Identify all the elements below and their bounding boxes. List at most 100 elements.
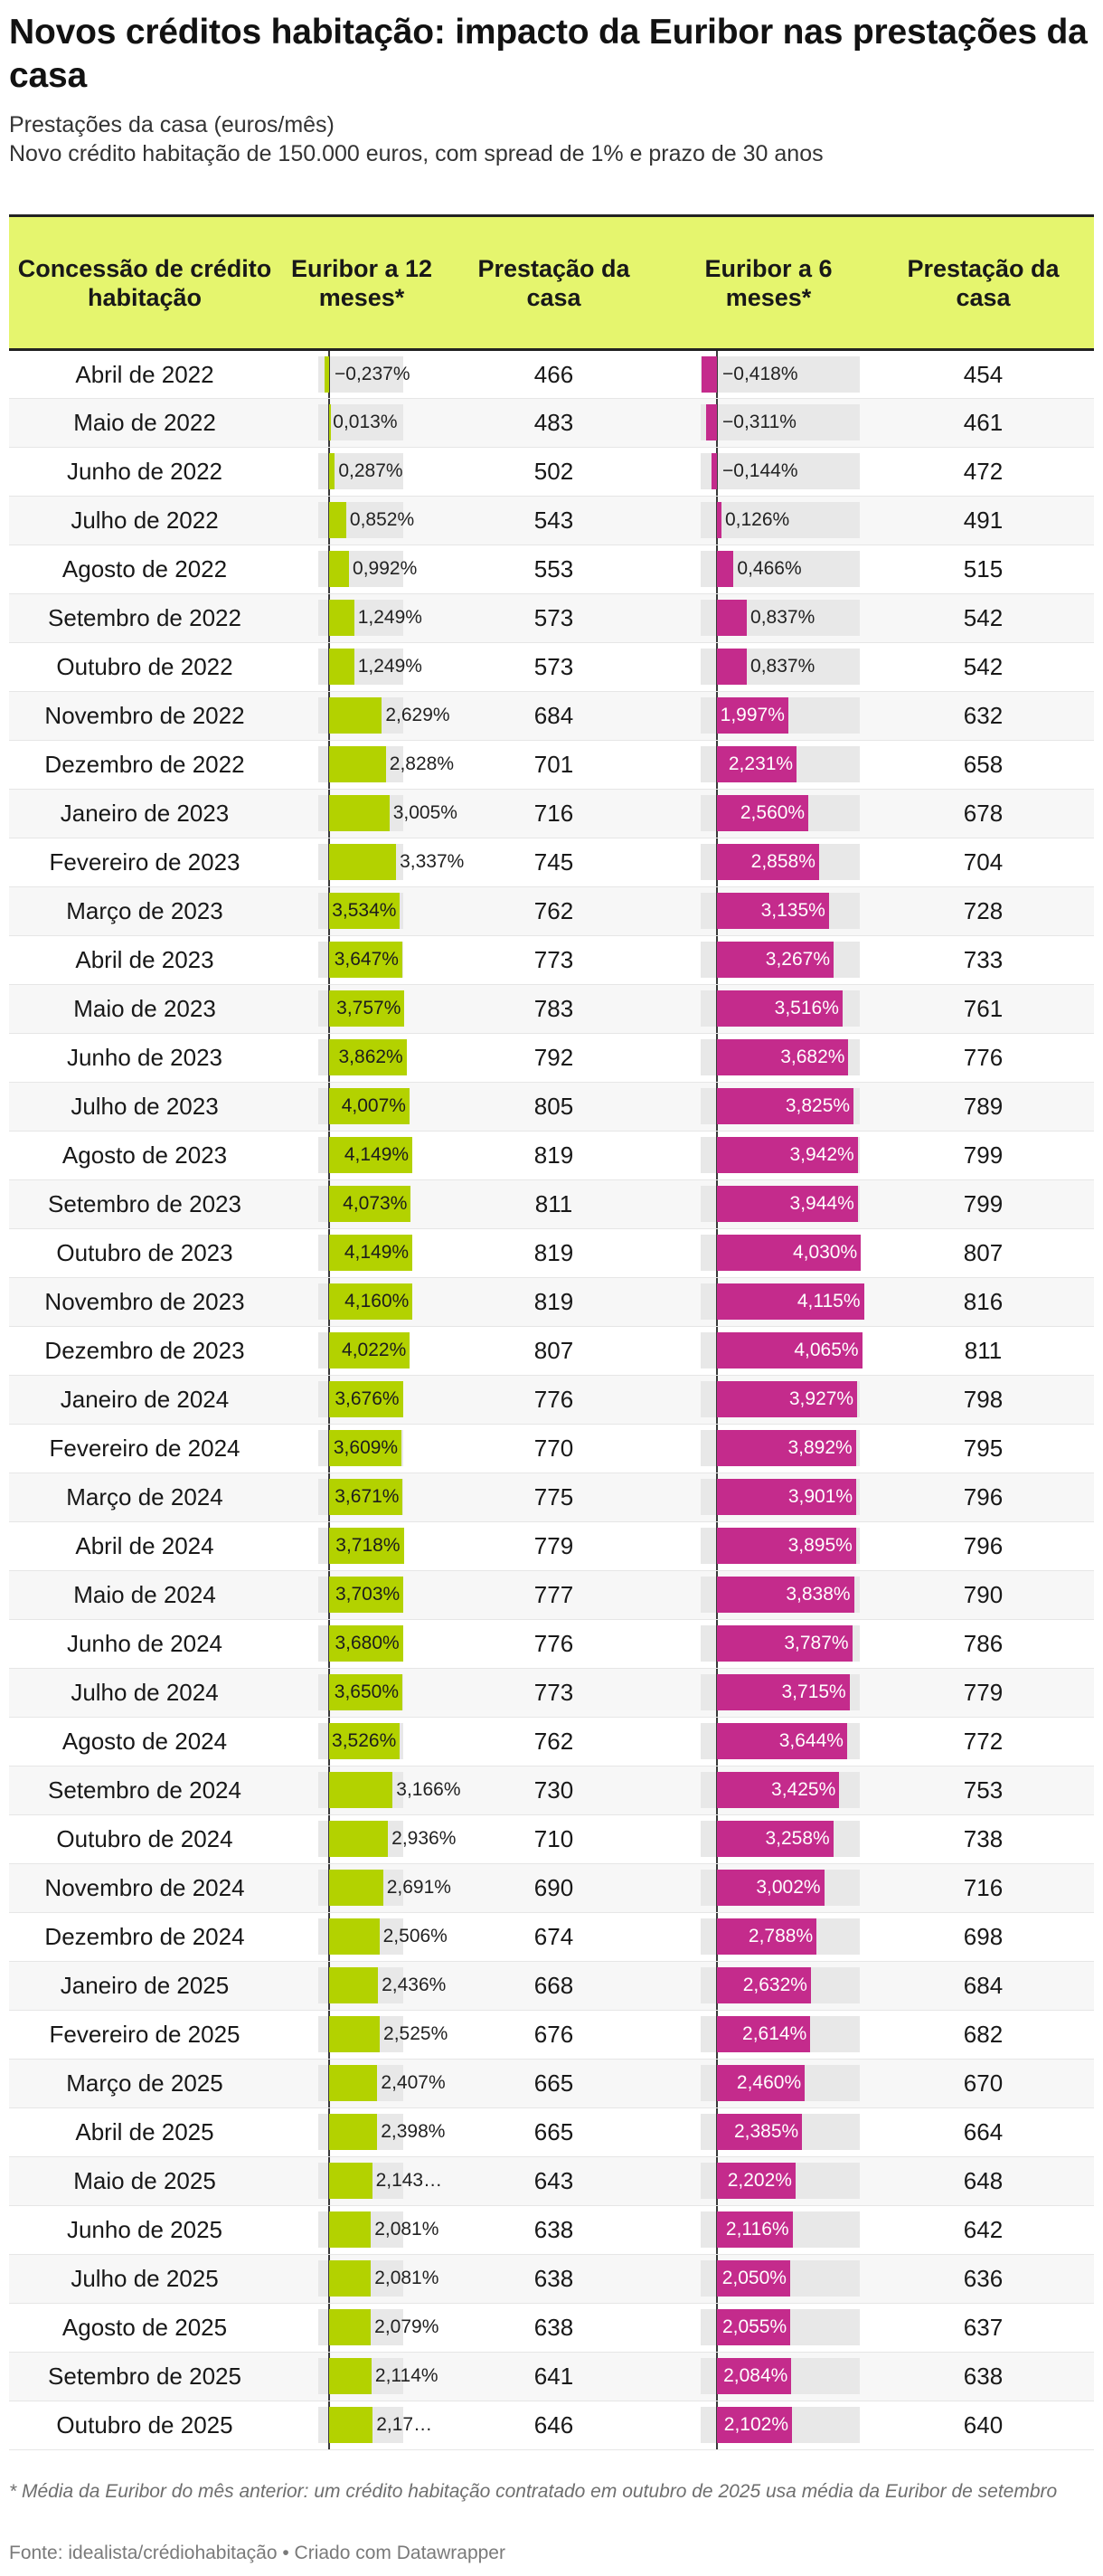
table-row: Abril de 2025 2,398% 665 2,385% 664: [9, 2107, 1094, 2157]
euribor-12-cell: 2,525%: [280, 2010, 448, 2060]
month-cell: Abril de 2023: [9, 935, 280, 985]
euribor-6-cell: 2,385%: [665, 2107, 872, 2157]
euribor-6-bar: [717, 795, 809, 831]
payment-12-cell: 684: [443, 691, 665, 741]
euribor-12-label: 2,936%: [391, 1828, 457, 1849]
euribor-12-label: 3,671%: [335, 1486, 400, 1507]
euribor-6-bar: [717, 844, 819, 880]
table-row: Junho de 2025 2,081% 638 2,116% 642: [9, 2205, 1094, 2255]
euribor-6-bar: [717, 942, 834, 978]
euribor-12-bar: [329, 600, 354, 636]
table-row: Novembro de 2023 4,160% 819 4,115% 816: [9, 1277, 1094, 1327]
euribor-6-zero-axis: [716, 448, 718, 496]
euribor-12-cell: 3,680%: [280, 1619, 443, 1669]
euribor-12-cell: 2,506%: [280, 1912, 448, 1962]
euribor-6-bar-track: [701, 502, 860, 538]
euribor-6-label: 3,901%: [787, 1486, 853, 1507]
euribor-6-bar: [717, 2065, 806, 2101]
euribor-12-bar: [329, 2407, 373, 2443]
payment-12-cell: 573: [443, 642, 665, 692]
euribor-12-cell: 4,073%: [280, 1179, 443, 1229]
payment-6-cell: 515: [872, 545, 1094, 594]
payment-6-cell: 790: [872, 1570, 1094, 1620]
euribor-12-bar: [329, 551, 350, 587]
table-row: Janeiro de 2023 3,005% 716 2,560% 678: [9, 789, 1094, 838]
euribor-12-cell: 2,436%: [280, 1961, 446, 2011]
euribor-12-label: 2,407%: [381, 2072, 446, 2093]
payment-6-cell: 798: [872, 1375, 1094, 1425]
euribor-12-cell: 2,407%: [280, 2059, 446, 2108]
table-row: Fevereiro de 2024 3,609% 770 3,892% 795: [9, 1424, 1094, 1473]
euribor-6-bar: [717, 1186, 858, 1222]
table-row: Outubro de 2025 2,17… 646 2,102% 640: [9, 2401, 1094, 2450]
payment-12-cell: 674: [443, 1912, 665, 1962]
table-row: Maio de 2025 2,143… 643 2,202% 648: [9, 2156, 1094, 2206]
euribor-6-label: 1,997%: [720, 705, 785, 725]
euribor-12-cell: 4,149%: [280, 1131, 443, 1180]
euribor-6-label: 2,385%: [733, 2121, 799, 2142]
euribor-6-cell: 3,002%: [665, 1863, 872, 1913]
euribor-6-bar: [717, 502, 721, 538]
euribor-12-label: 2,828%: [389, 753, 455, 774]
col-header-payment-6[interactable]: Prestação da casa: [872, 214, 1094, 351]
euribor-6-cell: 3,901%: [665, 1473, 872, 1522]
month-cell: Julho de 2024: [9, 1668, 280, 1718]
payment-12-cell: 466: [443, 349, 665, 399]
euribor-6-bar: [717, 649, 748, 685]
month-cell: Janeiro de 2025: [9, 1961, 280, 2011]
col-header-month[interactable]: Concessão de crédito habitação: [9, 214, 280, 351]
table-row: Setembro de 2025 2,114% 641 2,084% 638: [9, 2352, 1094, 2401]
col-header-euribor-6[interactable]: Euribor a 6 meses*: [665, 214, 872, 351]
col-header-payment-12[interactable]: Prestação da casa: [443, 214, 665, 351]
euribor-12-bar: [329, 1283, 413, 1320]
col-header-euribor-12[interactable]: Euribor a 12 meses*: [280, 214, 443, 351]
euribor-6-label: 4,065%: [794, 1340, 859, 1360]
footnote: * Média da Euribor do mês anterior: um c…: [9, 2481, 1058, 2502]
euribor-6-cell: −0,418%: [665, 349, 872, 399]
payment-6-cell: 640: [872, 2401, 1094, 2450]
euribor-6-bar: [717, 1332, 863, 1368]
euribor-12-label: −0,237%: [335, 364, 410, 384]
euribor-6-label: 3,787%: [784, 1633, 849, 1653]
euribor-6-cell: 2,460%: [665, 2059, 872, 2108]
euribor-6-label: 0,837%: [750, 607, 815, 628]
month-cell: Agosto de 2022: [9, 545, 280, 594]
euribor-6-bar: [717, 1821, 834, 1857]
euribor-6-label: 3,002%: [756, 1877, 821, 1898]
euribor-12-cell: 4,149%: [280, 1228, 443, 1278]
month-cell: Fevereiro de 2025: [9, 2010, 280, 2060]
table-row: Novembro de 2022 2,629% 684 1,997% 632: [9, 691, 1094, 741]
euribor-6-label: 4,115%: [797, 1291, 861, 1312]
payment-12-cell: 676: [443, 2010, 665, 2060]
euribor-6-bar: [717, 1479, 857, 1515]
euribor-12-cell: 3,676%: [280, 1375, 443, 1425]
euribor-6-cell: 3,927%: [665, 1375, 872, 1425]
payment-6-cell: 698: [872, 1912, 1094, 1962]
euribor-12-cell: 2,114%: [280, 2352, 443, 2401]
euribor-6-zero-axis: [716, 351, 718, 398]
euribor-12-label: 2,17…: [376, 2414, 433, 2435]
chart-title: Novos créditos habitação: impacto da Eur…: [9, 13, 1088, 95]
euribor-6-cell: 3,135%: [665, 886, 872, 936]
payment-6-cell: 491: [872, 496, 1094, 545]
euribor-12-bar: [329, 1674, 403, 1710]
euribor-6-cell: 3,258%: [665, 1814, 872, 1864]
euribor-6-cell: 3,942%: [665, 1131, 872, 1180]
euribor-6-cell: 2,084%: [665, 2352, 872, 2401]
payment-12-cell: 730: [443, 1766, 665, 1815]
euribor-6-bar: [717, 1528, 856, 1564]
euribor-6-bar: [717, 1772, 840, 1808]
payment-12-cell: 483: [443, 398, 665, 448]
euribor-12-cell: 0,013%: [280, 398, 443, 448]
payment-12-cell: 807: [443, 1326, 665, 1376]
month-cell: Julho de 2023: [9, 1082, 280, 1132]
euribor-6-bar-track: [701, 404, 860, 440]
month-cell: Junho de 2022: [9, 447, 280, 497]
payment-6-cell: 716: [872, 1863, 1094, 1913]
payment-6-cell: 807: [872, 1228, 1094, 1278]
euribor-6-cell: 3,895%: [665, 1521, 872, 1571]
euribor-12-label: 2,506%: [382, 1926, 448, 1946]
euribor-12-label: 4,149%: [344, 1242, 410, 1263]
payment-6-cell: 684: [872, 1961, 1094, 2011]
euribor-6-bar: [717, 2016, 811, 2052]
